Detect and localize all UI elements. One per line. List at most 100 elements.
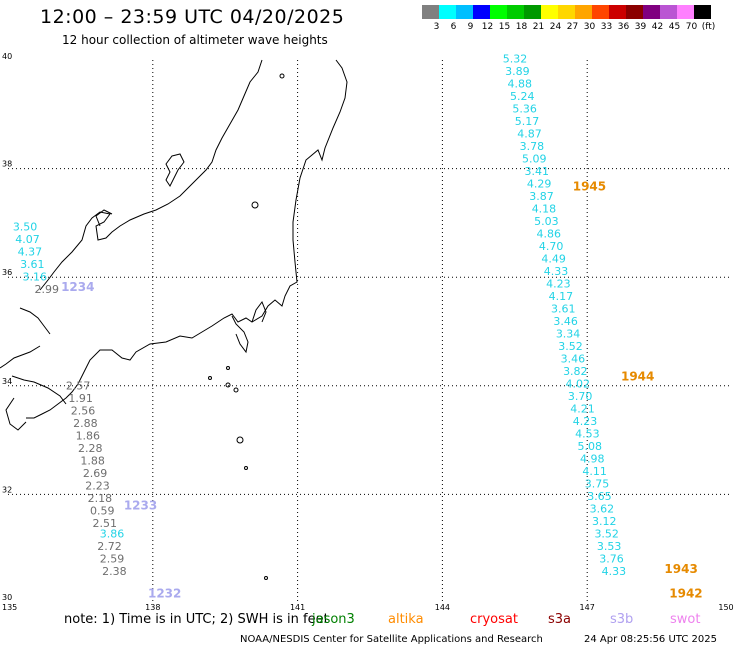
lon-tick-label: 135 (2, 603, 17, 612)
pass-id-label: 1233 (124, 499, 157, 513)
satellite-legend-swot: swot (670, 612, 701, 627)
swh-value-cyan: 3.46 (553, 315, 578, 328)
swh-value-cyan: 5.08 (578, 440, 603, 453)
colorbar-label: 39 (634, 22, 647, 32)
pass-id-label: 1232 (148, 587, 181, 601)
lon-tick-label: 144 (435, 603, 450, 612)
colorbar-label: (ft) (701, 22, 716, 32)
swh-value-cyan: 3.89 (505, 65, 530, 78)
colorbar-swatch (660, 5, 677, 19)
swh-value-gray: 0.59 (90, 504, 115, 517)
pass-id-label: 1943 (664, 562, 697, 576)
swh-value-gray: 1.86 (76, 430, 101, 443)
lat-tick-label: 38 (2, 160, 12, 169)
wave-height-observations: 5.323.894.885.245.365.174.873.785.093.41… (13, 53, 626, 578)
satellite-legend-jason3: jason3 (312, 612, 355, 627)
swh-value-cyan: 3.65 (587, 490, 612, 503)
swh-value-cyan: 4.86 (537, 228, 562, 241)
colorbar-label: 45 (668, 22, 681, 32)
swh-value-cyan: 5.36 (512, 103, 537, 116)
swh-value-cyan: 3.78 (520, 140, 545, 153)
swh-value-cyan: 3.53 (597, 540, 622, 553)
swh-value-cyan: 3.50 (13, 221, 38, 234)
swh-value-cyan: 3.61 (20, 258, 45, 271)
swh-value-cyan: 3.12 (592, 515, 617, 528)
swh-value-cyan: 4.23 (573, 415, 598, 428)
swh-value-gray: 2.88 (73, 417, 98, 430)
swh-value-cyan: 5.32 (503, 53, 528, 66)
swh-value-cyan: 3.61 (551, 302, 576, 315)
colorbar-swatch (490, 5, 507, 19)
colorbar-swatch (558, 5, 575, 19)
lon-tick-label: 141 (290, 603, 305, 612)
swh-value-cyan: 5.17 (515, 115, 540, 128)
swh-value-cyan: 4.88 (508, 78, 533, 91)
lat-tick-label: 40 (2, 52, 12, 61)
swh-value-cyan: 4.33 (544, 265, 569, 278)
colorbar-label: 12 (481, 22, 494, 32)
swh-value-cyan: 4.21 (570, 402, 595, 415)
swh-value-cyan: 3.87 (529, 190, 554, 203)
satellite-legend-s3a: s3a (548, 612, 572, 627)
colorbar-label: 27 (566, 22, 579, 32)
lat-lon-grid (8, 60, 732, 603)
lon-tick-label: 138 (145, 603, 160, 612)
colorbar-label: 9 (467, 22, 474, 32)
swh-value-cyan: 3.75 (585, 477, 610, 490)
colorbar-label: 36 (617, 22, 630, 32)
swh-value-cyan: 5.24 (510, 90, 535, 103)
swh-value-cyan: 4.70 (539, 240, 564, 253)
lon-tick-label: 147 (580, 603, 595, 612)
swh-value-cyan: 4.07 (15, 233, 39, 246)
colorbar-swatch (422, 5, 439, 19)
swh-value-cyan: 4.17 (549, 290, 574, 303)
swh-value-gray: 2.57 (66, 380, 91, 393)
lat-tick-label: 36 (2, 268, 12, 277)
swh-value-gray: 2.51 (92, 517, 117, 530)
satellite-legend-s3b: s3b (610, 612, 634, 627)
colorbar-swatch (439, 5, 456, 19)
colorbar-label: 24 (549, 22, 562, 32)
colorbar-swatch (592, 5, 609, 19)
footer-timestamp: 24 Apr 08:25:56 UTC 2025 (584, 634, 717, 645)
colorbar-swatch (626, 5, 643, 19)
colorbar-label: 42 (651, 22, 664, 32)
lat-tick-label: 32 (2, 485, 12, 494)
swh-value-cyan: 4.11 (582, 465, 607, 478)
swh-value-gray: 2.18 (88, 492, 113, 505)
lon-tick-label: 150 (718, 603, 733, 612)
colorbar-label: 18 (515, 22, 528, 32)
swh-value-cyan: 3.41 (524, 165, 549, 178)
colorbar-swatch (507, 5, 524, 19)
map-title: 12:00 – 23:59 UTC 04/20/2025 (40, 6, 345, 28)
swh-value-cyan: 4.49 (541, 253, 566, 266)
swh-value-cyan: 3.82 (563, 365, 588, 378)
colorbar-swatch (609, 5, 626, 19)
colorbar-label: 33 (600, 22, 613, 32)
swh-value-gray: 2.56 (71, 405, 96, 418)
swh-value-gray: 2.69 (83, 467, 108, 480)
swh-value-gray: 2.28 (78, 442, 103, 455)
colorbar-swatch (524, 5, 541, 19)
swh-value-cyan: 4.87 (517, 128, 542, 141)
satellite-legend-cryosat: cryosat (470, 612, 518, 627)
swh-value-cyan: 3.70 (568, 390, 593, 403)
colorbar-swatch (473, 5, 490, 19)
colorbar-swatch (541, 5, 558, 19)
colorbar-label: 6 (450, 22, 457, 32)
lat-tick-label: 30 (2, 593, 12, 602)
swh-value-cyan: 3.52 (594, 527, 619, 540)
swh-value-cyan: 4.29 (527, 178, 552, 191)
colorbar-swatch (456, 5, 473, 19)
satellite-pass-labels: 1945 1944 1943 1942 1234 1233 1232 (61, 179, 703, 600)
swh-value-cyan: 4.37 (18, 245, 43, 258)
footer-credit: NOAA/NESDIS Center for Satellite Applica… (240, 634, 543, 645)
swh-value-cyan: 4.02 (565, 377, 590, 390)
colorbar-label: 15 (498, 22, 511, 32)
swh-value-cyan: 3.52 (558, 340, 583, 353)
swh-value-cyan: 3.62 (590, 502, 615, 515)
swh-value-cyan: 4.53 (575, 427, 600, 440)
swh-value-gray: 2.23 (85, 480, 110, 493)
swh-value-cyan: 3.86 (100, 527, 125, 540)
